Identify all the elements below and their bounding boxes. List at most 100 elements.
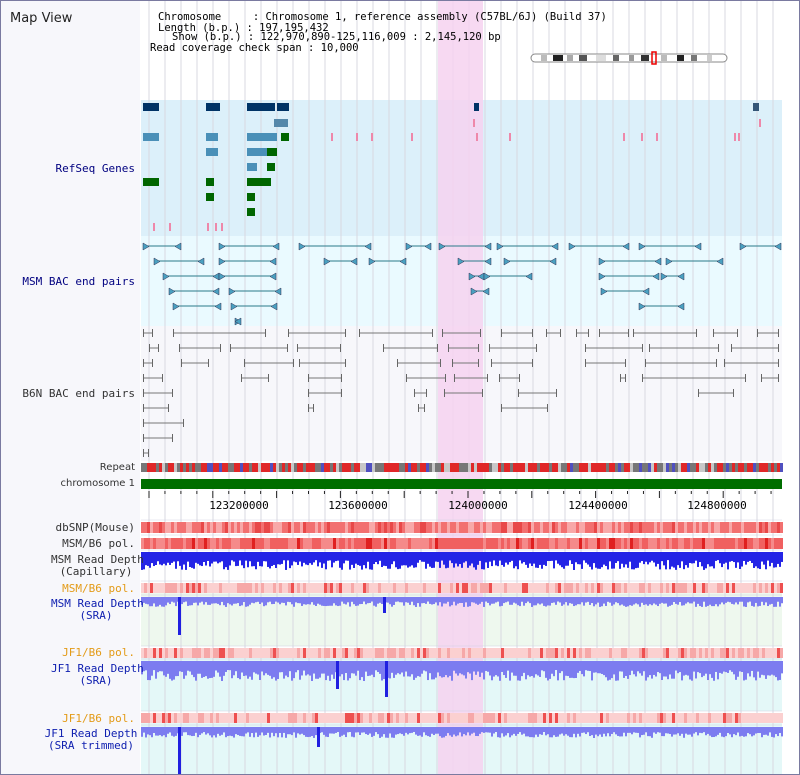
msm-sra-depth: [479, 597, 481, 604]
msm-sra-depth: [453, 597, 455, 602]
jf1-pol-strip: [456, 648, 459, 658]
jf1-trim-depth: [713, 727, 715, 738]
msm-sra-pol-strip: [567, 583, 570, 593]
jf1-trim-pol-strip: [768, 713, 771, 723]
jf1-trim-pol-strip: [207, 713, 210, 723]
b6n-bac-end: [547, 404, 548, 412]
msm-sra-depth: [567, 597, 569, 606]
msm-cap-depth: [581, 552, 583, 569]
jf1-pol-strip: [732, 648, 735, 658]
msm-cap-depth: [617, 552, 619, 562]
jf1-sra-depth: [657, 661, 659, 673]
jf1-sra-depth: [147, 661, 149, 681]
msm-cap-depth: [745, 552, 747, 565]
msm-sra-pol-strip: [663, 583, 666, 593]
msm-cap-depth: [497, 552, 499, 567]
msm-sra-depth: [241, 597, 243, 606]
jf1-sra-depth: [281, 661, 283, 673]
msm-sra-pol-strip: [243, 583, 246, 593]
msm-sra-depth: [629, 597, 631, 606]
jf1-trim-pol-strip: [759, 713, 762, 723]
msm-pol-strip: [573, 538, 576, 549]
jf1-sra-depth: [489, 661, 491, 676]
repeat-segment: [402, 463, 405, 472]
msm-sra-pol-strip: [411, 583, 414, 593]
repeat-segment: [438, 463, 441, 472]
msm-sra-depth: [671, 597, 673, 605]
jf1-sra-depth: [165, 661, 167, 677]
jf1-trim-pol-strip: [426, 713, 429, 723]
msm-cap-depth: [635, 552, 637, 569]
msm-bac-end: [652, 272, 660, 281]
b6n-bac-end: [148, 449, 149, 457]
msm-sra-depth: [445, 597, 447, 604]
msm-sra-pol-strip: [156, 583, 159, 593]
repeat-segment: [489, 463, 492, 472]
msm-sra-pol-strip: [180, 583, 183, 593]
b6n-bac-end: [546, 329, 547, 337]
jf1-trim-pol-strip: [297, 713, 300, 723]
msm-pol-strip: [276, 538, 279, 549]
msm-pol-strip: [318, 538, 321, 549]
msm-sra-depth: [371, 597, 373, 602]
dbsnp-strip: [381, 522, 384, 533]
jf1-trim-depth: [683, 727, 685, 738]
jf1-trim-pol-strip: [291, 713, 294, 723]
msm-cap-depth: [499, 552, 501, 561]
jf1-trim-pol-strip: [234, 713, 237, 723]
jf1-sra-depth: [757, 661, 759, 672]
msm-pol-strip: [381, 538, 384, 549]
jf1-trim-pol-strip: [348, 713, 351, 723]
jf1-trim-pol-strip: [699, 713, 702, 723]
msm-pol-strip: [510, 538, 513, 549]
msm-sra-pol-strip: [588, 583, 591, 593]
repeat-segment: [192, 463, 195, 472]
msm-bac-end: [549, 257, 557, 266]
repeat-segment: [513, 463, 516, 472]
dbsnp-strip: [303, 522, 306, 533]
msm-pol-strip: [168, 538, 171, 549]
jf1-sra-depth: [233, 661, 235, 676]
msm-cap-depth: [513, 552, 515, 569]
msm-sra-pol-strip: [669, 583, 672, 593]
jf1-trim-pol-strip: [735, 713, 738, 723]
refseq-gene: [247, 163, 257, 171]
dbsnp-strip: [222, 522, 225, 533]
msm-sra-depth: [489, 597, 491, 606]
msm-sra-pol-strip: [240, 583, 243, 593]
b6n-bac-end: [713, 329, 714, 337]
msm-sra-depth: [697, 597, 699, 604]
dbsnp-strip: [324, 522, 327, 533]
repeat-segment: [534, 463, 537, 472]
jf1-trim-depth: [571, 727, 573, 738]
msm-cap-depth: [553, 552, 555, 569]
msm-sra-pol-strip: [573, 583, 576, 593]
msm-sra-pol-strip: [450, 583, 453, 593]
repeat-segment: [465, 463, 468, 472]
b6n-bac-end: [341, 374, 342, 382]
dbsnp-strip: [405, 522, 408, 533]
msm-cap-depth: [389, 552, 391, 569]
msm-sra-pol-strip: [549, 583, 552, 593]
msm-sra-depth: [171, 597, 173, 602]
repeat-segment: [684, 463, 687, 472]
msm-bac-end: [484, 242, 492, 251]
b6n-bac-end: [152, 329, 153, 337]
b6n-bac-end: [345, 359, 346, 367]
jf1-trim-depth: [633, 727, 635, 733]
msm-sra-pol-strip: [525, 583, 528, 593]
jf1-pol-strip: [360, 648, 363, 658]
dbsnp-strip: [717, 522, 720, 533]
repeat-segment: [294, 463, 297, 472]
b6n-bac-end: [418, 404, 419, 412]
jf1-trim-depth: [707, 727, 709, 734]
jf1-trim-depth: [279, 727, 281, 733]
msm-sra-depth: [605, 597, 607, 606]
msm-sra-pol-strip: [354, 583, 357, 593]
jf1-pol-strip: [519, 648, 522, 658]
b6n-bac-end: [599, 329, 600, 337]
msm-cap-depth: [301, 552, 303, 567]
refseq-gene: [207, 223, 209, 231]
jf1-sra-depth: [697, 661, 699, 673]
